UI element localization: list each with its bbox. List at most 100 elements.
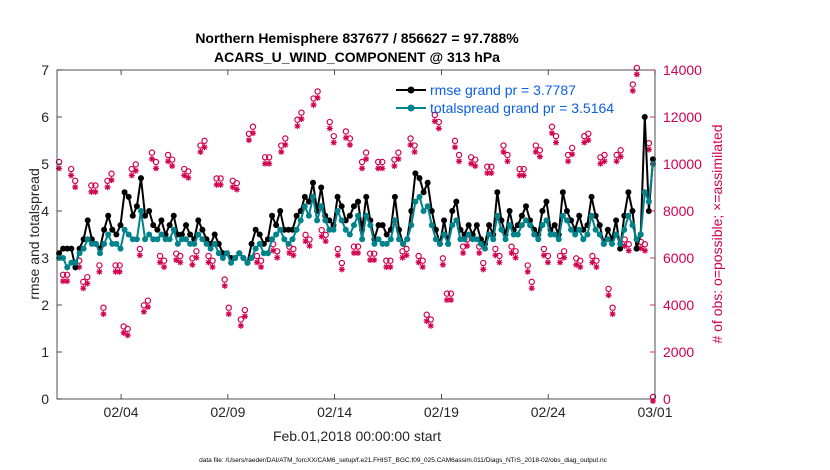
obs-assimilated-marker (443, 296, 450, 303)
y-left-tick-label: 5 (41, 156, 49, 172)
obs-assimilated-marker (338, 266, 345, 273)
spread-point (608, 240, 615, 247)
y-left-tick-label: 6 (41, 109, 49, 125)
x-axis-label: Feb.01,2018 00:00:00 start (273, 428, 441, 444)
spread-point (531, 231, 538, 238)
spread-point (621, 226, 628, 233)
obs-assimilated-marker (371, 257, 378, 263)
y-right-tick-label: 12000 (663, 109, 702, 125)
obs-possible-marker (265, 154, 273, 161)
rmse-point (641, 114, 648, 120)
rmse-point (256, 231, 263, 238)
spread-point (441, 231, 448, 238)
obs-assimilated-marker (116, 268, 123, 275)
obs-assimilated-marker (613, 158, 620, 165)
obs-assimilated-marker (241, 313, 248, 320)
spread-point (191, 240, 198, 247)
obs-assimilated-marker (399, 254, 406, 261)
spread-point (142, 236, 149, 243)
obs-assimilated-marker (330, 139, 337, 146)
obs-assimilated-marker (633, 71, 640, 78)
spread-point (629, 222, 636, 229)
obs-possible-marker (552, 132, 560, 140)
obs-possible-marker (609, 304, 616, 311)
rmse-point (142, 212, 149, 219)
x-tick-label: 02/04 (104, 404, 139, 420)
obs-assimilated-marker (262, 160, 269, 167)
spread-point (84, 236, 91, 243)
obs-possible-marker (585, 130, 592, 137)
x-tick-label: 02/09 (210, 404, 245, 420)
obs-possible-marker (302, 231, 309, 239)
legend: rmse grand pr = 3.7787 totalspread grand… (396, 82, 614, 116)
obs-assimilated-marker (411, 148, 418, 155)
obs-assimilated-marker (508, 249, 515, 256)
legend-rmse-label: rmse grand pr = 3.7787 (430, 82, 576, 98)
spread-point (117, 245, 124, 252)
obs-assimilated-marker (500, 148, 507, 155)
spread-point (248, 255, 255, 261)
obs-assimilated-marker (540, 252, 547, 259)
spread-point (215, 250, 222, 257)
chart-title-line-1: Northern Hemisphere 837677 / 856627 = 97… (195, 30, 519, 46)
obs-possible-marker (55, 158, 63, 166)
rmse-point (543, 198, 550, 205)
spread-point (137, 208, 144, 214)
obs-possible-marker (63, 271, 71, 278)
obs-assimilated-marker (520, 172, 527, 179)
rmse-point (338, 203, 345, 210)
spread-point (92, 240, 99, 247)
spread-point (387, 236, 394, 243)
spread-point (244, 259, 251, 266)
obs-assimilated-marker (157, 259, 164, 266)
obs-possible-marker (354, 243, 362, 250)
spread-point (170, 226, 177, 233)
spread-point (203, 240, 210, 247)
spread-point (543, 217, 550, 224)
spread-point (305, 212, 312, 219)
obs-assimilated-marker (605, 292, 612, 299)
obs-assimilated-marker (536, 153, 543, 160)
obs-assimilated-marker (92, 188, 99, 195)
obs-possible-marker (217, 175, 224, 182)
obs-assimilated-marker (544, 259, 551, 266)
obs-possible-marker (148, 149, 156, 156)
obs-possible-marker (152, 158, 160, 166)
obs-possible-marker (605, 285, 612, 293)
obs-possible-marker (84, 273, 91, 281)
spread-point (76, 250, 83, 257)
rmse-point (137, 175, 144, 182)
rmse-point (518, 212, 525, 219)
rmse-point (269, 212, 276, 219)
obs-assimilated-marker (104, 184, 111, 191)
obs-possible-marker (112, 262, 119, 269)
obs-assimilated-marker (334, 252, 341, 259)
obs-possible-marker (318, 226, 325, 234)
obs-assimilated-marker (245, 137, 252, 144)
x-tick-label: 02/24 (531, 404, 566, 420)
rmse-point (416, 175, 423, 182)
rmse-point (412, 170, 419, 177)
obs-possible-marker (641, 241, 649, 248)
obs-assimilated-marker (161, 264, 168, 271)
obs-assimilated-marker (96, 268, 103, 275)
spread-point (490, 236, 497, 243)
spread-point (539, 222, 546, 229)
rmse-point (199, 226, 206, 233)
spread-point (269, 236, 276, 243)
obs-possible-marker (144, 297, 152, 304)
rmse-point (588, 193, 595, 200)
obs-assimilated-marker (561, 254, 568, 261)
spread-point (158, 231, 165, 238)
spread-point (563, 217, 570, 224)
rmse-point (633, 245, 640, 252)
rmse-point (72, 264, 79, 271)
data-layer (55, 64, 657, 404)
obs-possible-marker (100, 304, 107, 311)
obs-assimilated-marker (415, 259, 422, 266)
obs-possible-marker (290, 245, 297, 253)
spread-point (453, 217, 460, 224)
obs-assimilated-marker (294, 123, 301, 130)
rmse-point (539, 208, 546, 214)
y-axis-label-right: # of obs: o=possible; ×=assimilated (709, 124, 725, 343)
